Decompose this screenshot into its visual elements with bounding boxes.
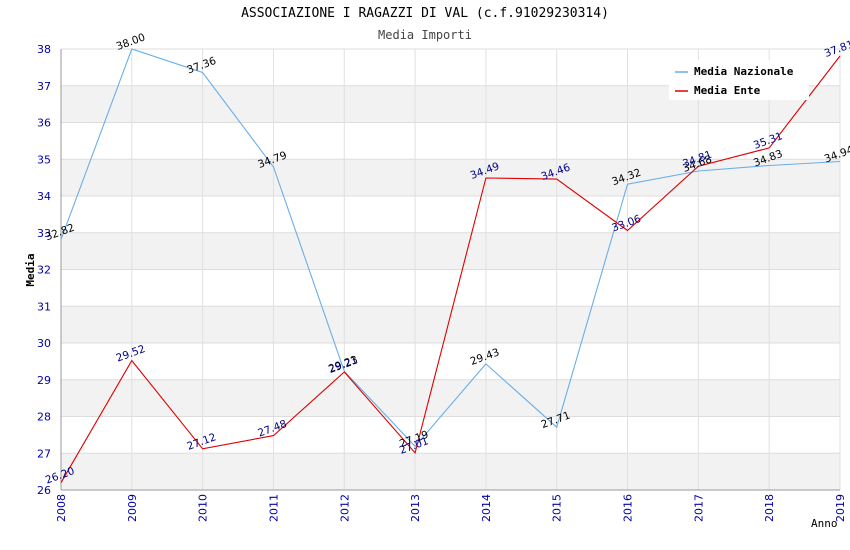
y-tick-label: 35 — [37, 153, 51, 166]
y-axis-ticks: 26 27 28 29 30 31 32 33 34 35 36 37 38 — [37, 43, 51, 497]
y-tick-label: 27 — [37, 447, 51, 460]
x-tick-label: 2011 — [267, 494, 280, 522]
grid-band — [61, 306, 840, 343]
y-tick-label: 26 — [37, 484, 51, 497]
y-tick-label: 32 — [37, 264, 51, 277]
data-label: 33.06 — [610, 213, 643, 235]
x-tick-label: 2013 — [409, 494, 422, 522]
y-tick-label: 29 — [37, 374, 51, 387]
y-tick-label: 33 — [37, 227, 51, 240]
x-tick-label: 2016 — [622, 494, 635, 522]
x-tick-label: 2009 — [126, 494, 139, 522]
grid-lines — [60, 48, 841, 491]
y-tick-label: 34 — [37, 190, 51, 203]
x-tick-label: 2014 — [480, 494, 493, 522]
series-group — [60, 48, 841, 483]
legend-label-nazionale: Media Nazionale — [694, 65, 794, 78]
legend-label-ente: Media Ente — [694, 84, 761, 97]
series-line-1 — [60, 55, 841, 483]
y-tick-label: 37 — [37, 80, 51, 93]
series-line-0 — [60, 48, 841, 448]
x-tick-label: 2018 — [763, 494, 776, 522]
legend-box — [669, 60, 809, 100]
data-label: 37.36 — [185, 55, 218, 77]
data-label: 27.12 — [185, 431, 217, 453]
y-tick-label: 38 — [37, 43, 51, 56]
x-tick-label: 2019 — [834, 494, 847, 522]
y-tick-label: 28 — [37, 411, 51, 424]
data-label: 38.00 — [115, 31, 147, 53]
x-axis-ticks: 2008 2009 2010 2011 2012 2013 2014 2015 2016 2017… — [55, 494, 847, 522]
x-tick-label: 2010 — [197, 494, 210, 522]
chart-title: ASSOCIAZIONE I RAGAZZI DI VAL (c.f.91029… — [241, 6, 609, 21]
grid-band — [61, 453, 840, 490]
x-axis-label: Anno — [811, 517, 838, 530]
grid-band — [61, 379, 840, 417]
y-tick-label: 31 — [37, 300, 51, 313]
y-axis-label: Media — [24, 253, 37, 286]
legend: Media Nazionale Media Ente — [669, 60, 809, 100]
y-tick-label: 30 — [37, 337, 51, 350]
grid-band — [61, 232, 840, 270]
y-tick-label: 36 — [37, 117, 51, 130]
x-tick-label: 2015 — [551, 494, 564, 522]
x-tick-label: 2012 — [338, 494, 351, 522]
grid-band — [61, 159, 840, 196]
data-label: 37.81 — [823, 38, 850, 60]
x-tick-label: 2008 — [55, 494, 68, 522]
grid-bands — [61, 85, 840, 490]
chart-subtitle: Media Importi — [378, 28, 472, 42]
x-tick-label: 2017 — [692, 494, 705, 522]
